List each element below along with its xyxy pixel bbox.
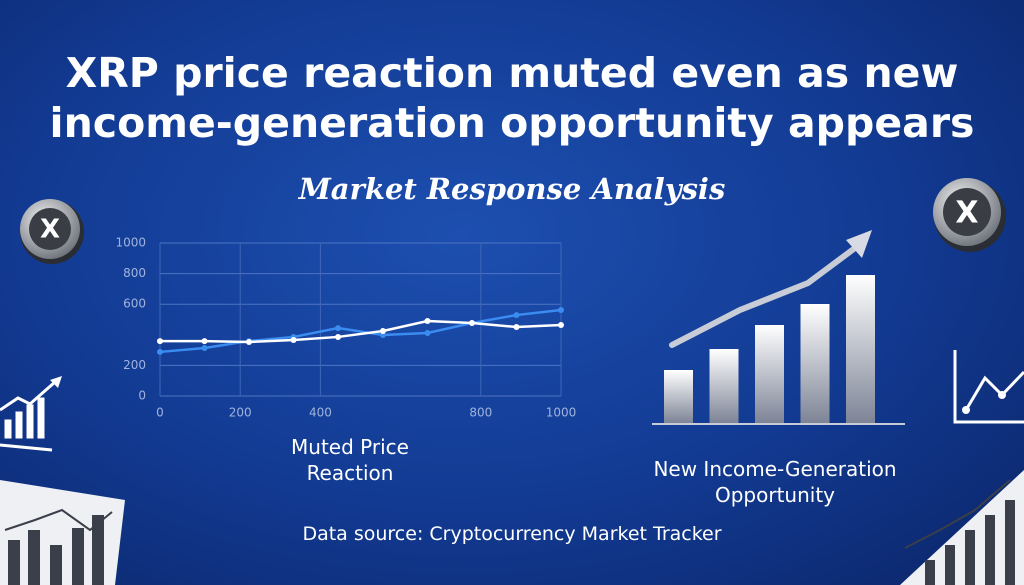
paper-right [900,470,1024,585]
headline: income-generation opportunity appears [49,99,975,147]
point [513,312,520,319]
bar [800,304,830,423]
headline: XRP price reaction muted even as new [65,49,959,97]
source: Data source: Cryptocurrency Market Track… [302,523,722,545]
y-tick-label: 800 [123,266,146,280]
point [513,323,520,330]
point [201,344,208,351]
point [468,320,475,327]
svg-text:X: X [955,196,978,231]
point [335,325,342,332]
paper-left [0,480,125,585]
chart-caption: New Income-Generation Opportunity [653,457,897,507]
coin-left: X [20,199,84,264]
bar [709,349,739,423]
y-tick-label: 200 [123,358,146,372]
point [424,318,431,325]
coin-right: X [933,178,1006,252]
bar [846,275,875,423]
point [558,322,564,329]
subtitle: Market Response Analysis [298,172,726,206]
point [335,333,342,340]
bar [664,370,693,423]
point [379,327,386,334]
x-tick-label: 200 [229,406,252,420]
bar [755,325,784,423]
y-tick-label: 1000 [115,236,146,250]
y-tick-label: 600 [123,297,146,311]
bar-trend-arrow [652,230,905,425]
point [290,337,297,344]
x-tick-label: 0 [156,406,164,420]
series-line [160,319,562,344]
y-tick-label: 0 [138,389,146,403]
point [201,338,208,345]
icon-right [953,350,1024,424]
x-tick-label: 800 [469,406,492,420]
point [246,338,253,345]
x-tick-label: 400 [309,406,332,420]
x-tick-label: 1000 [546,406,577,420]
point [157,348,163,355]
point [424,329,431,336]
point [157,338,163,345]
point [558,307,564,314]
series-line [159,308,562,354]
svg-text:X: X [40,215,60,245]
chart-caption: Muted Price Reaction [291,435,409,485]
icon-left [0,376,62,452]
